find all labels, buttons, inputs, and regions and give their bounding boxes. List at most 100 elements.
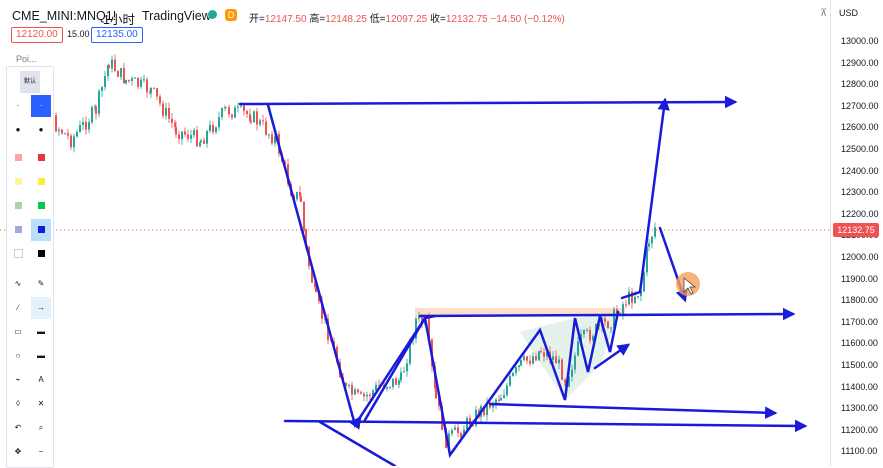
- candle-body: [131, 78, 133, 82]
- color-green-icon[interactable]: [31, 195, 51, 217]
- minimize-icon[interactable]: −: [38, 447, 44, 456]
- candle-body: [178, 134, 180, 140]
- low-label: 低=: [369, 14, 386, 25]
- candle-body: [108, 65, 110, 69]
- color-red-light-icon[interactable]: [8, 147, 28, 169]
- price-tick-label: 11700.00: [841, 316, 878, 327]
- candle-body: [651, 236, 653, 244]
- dot-large-icon[interactable]: ●: [38, 125, 44, 134]
- fill-ellipse-icon[interactable]: ▬: [37, 351, 45, 360]
- wave-tool-icon[interactable]: ∿: [14, 279, 22, 288]
- fill-rectangle-icon[interactable]: ▬: [37, 327, 45, 336]
- price-axis[interactable]: USD 13000.00 12900.00 12800.00 12700.00 1260…: [830, 0, 883, 466]
- price-tick-label: 12900.00: [841, 57, 879, 68]
- candle-body: [610, 327, 612, 329]
- candle-body: [571, 369, 573, 377]
- candle-body: [212, 124, 214, 133]
- candle-body: [243, 105, 245, 112]
- candle-body: [228, 107, 230, 115]
- eraser-tool-icon[interactable]: ◊: [16, 399, 20, 408]
- color-white-icon[interactable]: [8, 243, 28, 265]
- collapse-legend-icon[interactable]: ⊼: [820, 8, 828, 19]
- neckline-right[interactable]: [418, 307, 796, 321]
- drawing-toolbar: 默认 · · ● ● ∿ ✎ ∕ → ▭ ▬ ○ ▬ ⌁ A ◊ ✕ ↶ ⌕ ✥…: [6, 66, 54, 468]
- candle-body: [415, 318, 417, 339]
- rectangle-tool-icon[interactable]: ▭: [14, 327, 22, 336]
- pencil-tool-icon[interactable]: ✎: [37, 279, 45, 288]
- preset-button[interactable]: 默认: [20, 71, 40, 93]
- candle-body: [552, 356, 554, 361]
- triangle-breakout-arrow[interactable]: [593, 343, 631, 370]
- color-red-icon[interactable]: [31, 147, 51, 169]
- candle-body: [625, 304, 627, 306]
- color-yellow-icon[interactable]: [31, 171, 51, 193]
- interval-label[interactable]: 1小时: [103, 13, 135, 27]
- support-line-bottom[interactable]: [283, 419, 808, 433]
- color-yellow-light-icon[interactable]: [8, 171, 28, 193]
- drawings-layer: [238, 95, 808, 466]
- color-blue-light-icon[interactable]: [8, 219, 28, 241]
- candle-body: [472, 425, 474, 427]
- candle-body: [351, 384, 353, 395]
- price-tick-label: 11200.00: [841, 424, 878, 435]
- candle-body: [203, 140, 205, 144]
- text-tool-icon[interactable]: A: [38, 375, 44, 384]
- candle-body: [486, 402, 488, 415]
- symbol-name[interactable]: CME_MINI:MNQ1!: [12, 9, 117, 23]
- candle-body: [643, 272, 645, 292]
- zigzag-wave[interactable]: [266, 103, 620, 459]
- candle-body: [209, 124, 211, 132]
- dot-small-selected-icon[interactable]: ·: [31, 95, 51, 117]
- candle-body: [558, 359, 560, 364]
- zoom-icon[interactable]: ⌕: [38, 423, 44, 432]
- dot-small-icon[interactable]: ·: [16, 101, 20, 110]
- candle-body: [366, 394, 368, 397]
- price-tick-label: 12500.00: [841, 144, 879, 154]
- move-icon[interactable]: ✥: [14, 447, 22, 456]
- candle-body: [231, 114, 233, 118]
- candle-body: [125, 79, 127, 84]
- price-chart[interactable]: [0, 0, 830, 466]
- line-tool-icon[interactable]: ∕: [17, 303, 19, 312]
- candle-body: [215, 127, 217, 133]
- highlighter-tool-icon[interactable]: ⌁: [15, 375, 21, 384]
- market-status-icon: [208, 10, 217, 19]
- dot-medium-icon[interactable]: ●: [15, 125, 21, 134]
- ohlc-readout: 开=12147.50 高=12148.25 低=12097.25 收=12132…: [249, 10, 565, 25]
- color-green-light-icon[interactable]: [8, 195, 28, 217]
- breakout-target-arrow[interactable]: [620, 97, 670, 300]
- candle-body: [193, 130, 195, 136]
- buy-price-button[interactable]: 12135.00: [91, 27, 143, 43]
- last-price-label: 12132.75: [833, 223, 879, 237]
- candle-body: [386, 387, 388, 389]
- candle-body: [311, 266, 313, 283]
- price-tick-label: 11100.00: [841, 446, 878, 457]
- support-line-mid[interactable]: [488, 402, 778, 419]
- color-black-icon[interactable]: [31, 243, 51, 265]
- candle-body: [409, 339, 411, 364]
- candle-body: [369, 394, 371, 397]
- candle-body: [123, 68, 125, 84]
- source-label: TradingView: [142, 9, 211, 23]
- candle-body: [150, 87, 152, 94]
- candle-body: [438, 398, 440, 407]
- candle-body: [256, 111, 258, 125]
- ellipse-tool-icon[interactable]: ○: [15, 351, 21, 360]
- arrow-tool-icon[interactable]: →: [31, 297, 51, 319]
- descending-line-bottom[interactable]: [318, 420, 397, 466]
- resistance-line-top[interactable]: [238, 95, 738, 109]
- candle-body: [586, 329, 588, 331]
- candle-body: [512, 372, 514, 376]
- high-label: 高=: [309, 14, 326, 25]
- high-value: 12148.25: [325, 14, 367, 25]
- candle-body: [348, 384, 350, 386]
- candle-body: [143, 79, 145, 81]
- candle-body: [492, 404, 494, 408]
- clear-icon[interactable]: ✕: [37, 399, 45, 408]
- color-blue-selected-icon[interactable]: [31, 219, 51, 241]
- undo-icon[interactable]: ↶: [14, 423, 22, 432]
- sell-price-button[interactable]: 12120.00: [11, 27, 63, 43]
- candle-body: [613, 309, 615, 328]
- currency-label[interactable]: USD: [839, 8, 859, 18]
- candle-body: [98, 91, 100, 114]
